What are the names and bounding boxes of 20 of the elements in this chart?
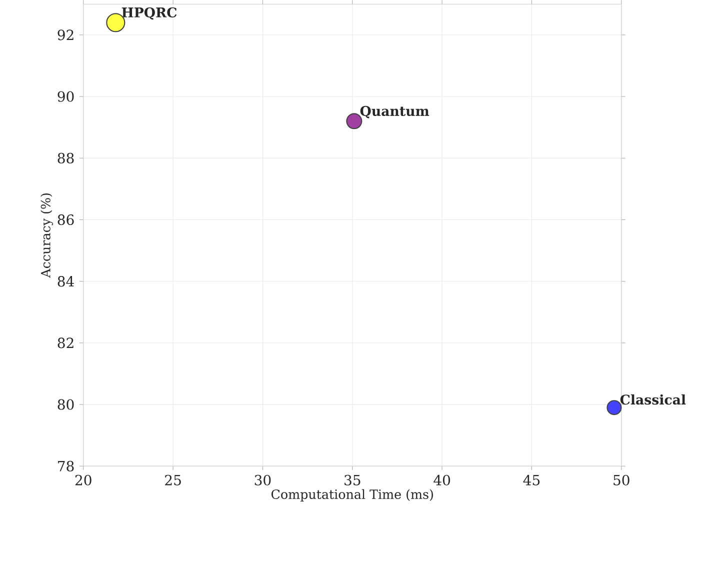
y-tick-label: 80 [58,399,74,410]
annotation: Classical [620,394,686,405]
annotation: HPQRC [122,7,177,20]
x-tick-label: 20 [75,474,92,486]
x-axis-title: Computational Time (ms) [271,489,433,502]
x-tick-label: 30 [254,474,271,486]
y-tick-label: 92 [58,30,74,40]
y-tick-label: 84 [58,276,74,287]
y-tick-label: 78 [58,460,74,472]
x-tick-label: 45 [523,474,540,486]
y-tick-label: 88 [58,152,74,164]
x-tick-label: 50 [614,474,630,486]
y-tick-label: 82 [58,338,74,348]
y-tick-label: 90 [58,91,74,102]
x-tick-label: 25 [165,474,181,486]
x-tick-label: 35 [344,474,360,486]
x-tick-label: 40 [434,474,450,486]
annotation: Quantum [360,106,430,118]
y-axis-title: Accuracy (%) [40,194,54,278]
y-tick-label: 86 [58,214,74,226]
